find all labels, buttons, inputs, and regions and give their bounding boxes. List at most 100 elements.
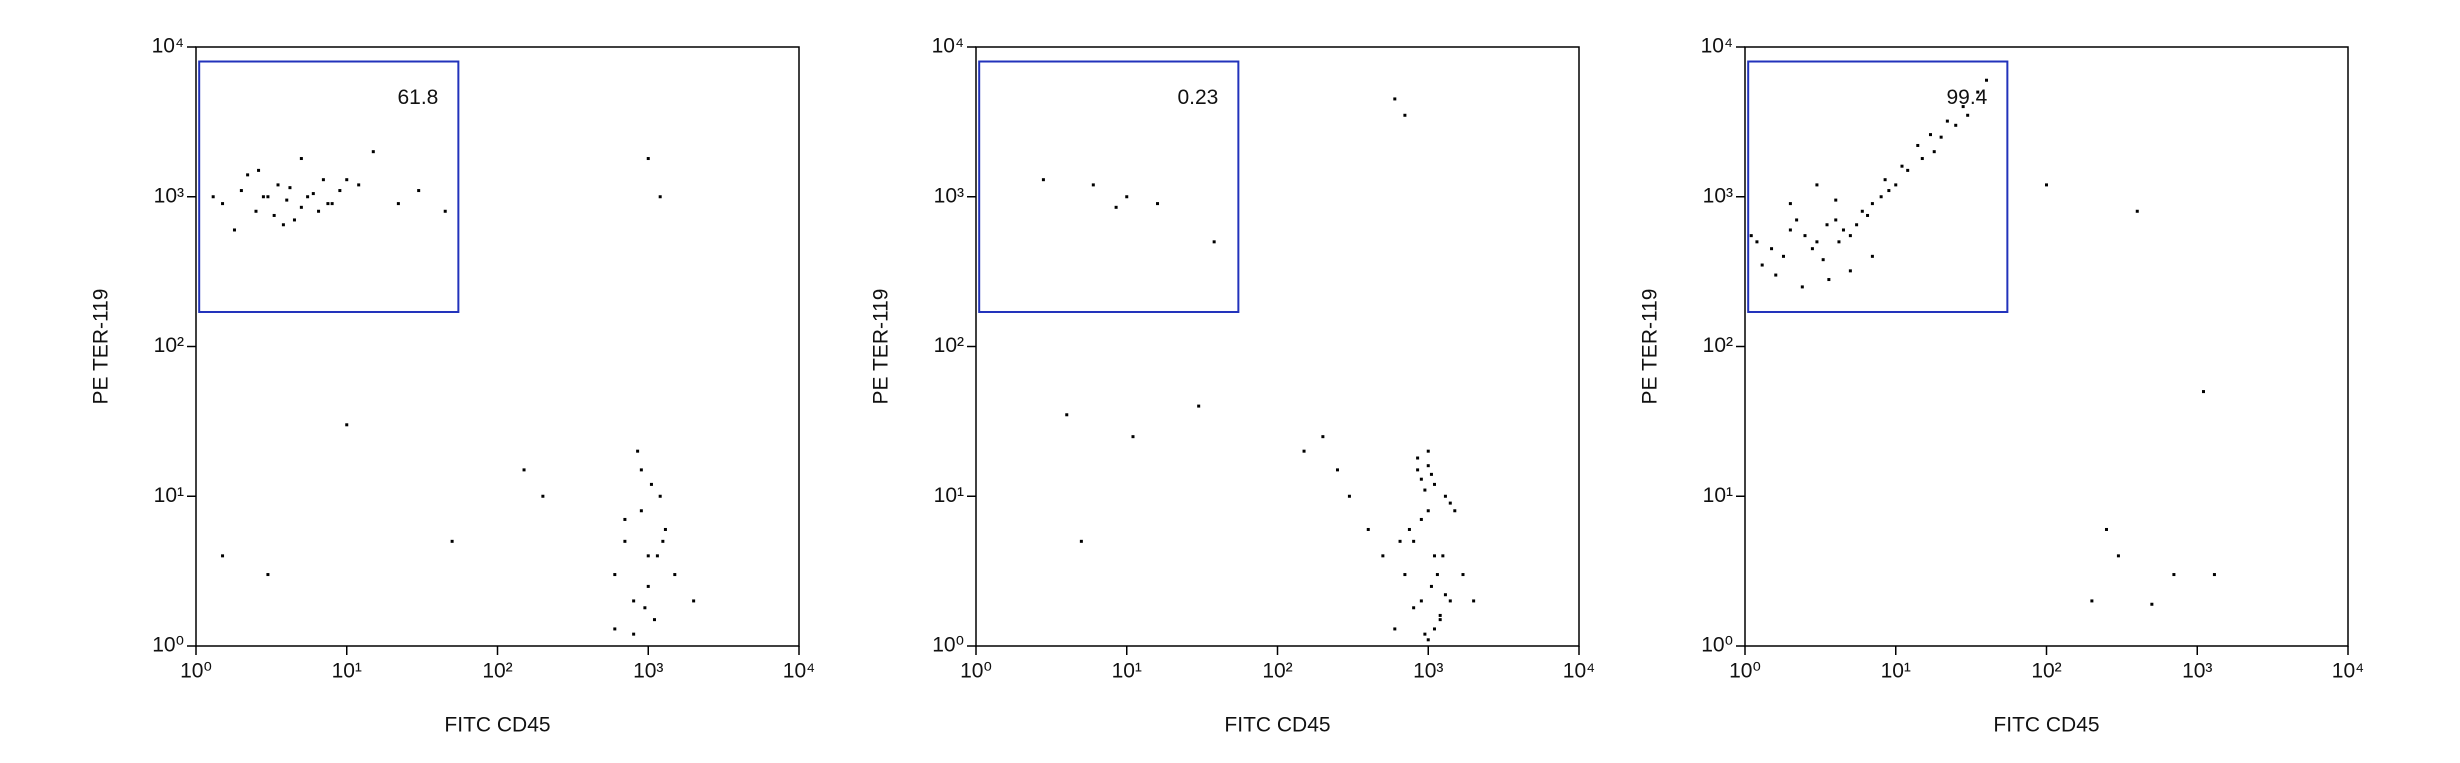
event-dot [288,186,292,190]
event-dot [2104,527,2108,531]
x-tick-label: 10⁴ [783,660,815,683]
event-dot [649,482,653,486]
event-dot [613,573,617,577]
x-tick-label: 10⁴ [2332,660,2364,683]
x-tick-label: 10³ [1413,660,1443,683]
event-dot [1429,472,1433,476]
event-dot [1419,517,1423,521]
event-dot [1302,449,1306,453]
x-tick-label: 10³ [633,660,663,683]
y-tick-label: 10³ [934,184,964,207]
event-dot [1848,269,1852,273]
y-tick-label: 10⁴ [1701,35,1733,58]
event-dot [1423,488,1427,492]
event-dot [1906,168,1910,172]
event-dot [1883,178,1887,182]
x-axis-label: FITC CD45 [1224,714,1330,737]
y-tick-label: 10² [154,334,184,357]
event-dot [1441,554,1445,558]
event-dot [1810,247,1814,251]
event-dot [1821,258,1825,262]
x-tick-label: 10¹ [332,660,362,683]
event-dot [1419,599,1423,603]
event-dot [1795,218,1799,222]
y-tick-label: 10⁴ [932,35,964,58]
event-dot [658,195,662,199]
event-dot [450,539,454,543]
event-dot [1976,90,1980,94]
event-dot [1423,632,1427,636]
event-dot [2135,209,2139,213]
event-dot [1212,240,1216,244]
event-dot [1788,202,1792,206]
event-dot [1834,198,1838,202]
event-dot [1774,273,1778,277]
event-dot [1461,573,1465,577]
event-dot [632,632,636,636]
event-dot [1900,164,1904,168]
event-dot [1438,613,1442,617]
event-dot [1448,599,1452,603]
event-dot [417,189,421,193]
event-dot [522,468,526,472]
event-dot [646,157,650,161]
event-dot [1366,527,1370,531]
event-dot [239,189,243,193]
event-dot [1443,593,1447,597]
y-tick-label: 10¹ [1703,484,1733,507]
event-dot [2045,183,2048,187]
event-dot [2150,602,2154,606]
event-dot [306,195,310,199]
plot-frame [1744,46,2349,647]
event-dot [257,168,261,172]
event-dot [396,202,400,206]
event-dot [1815,240,1819,244]
event-dot [1781,254,1785,258]
event-dot [1920,157,1924,161]
plot-frame [195,46,800,647]
event-dot [1749,234,1753,238]
event-dot [1916,143,1920,147]
event-dot [1393,97,1397,101]
event-dot [357,183,361,187]
y-tick-label: 10³ [1703,184,1733,207]
event-dot [1879,195,1883,199]
event-dot [1448,501,1452,505]
event-dot [1429,584,1433,588]
gate [1747,60,2009,313]
event-dot [1860,209,1864,213]
gate-percent: 99.4 [1946,86,1987,109]
event-dot [1079,539,1083,543]
event-dot [1125,195,1129,199]
event-dot [232,228,236,232]
event-dot [272,213,276,217]
event-dot [276,183,280,187]
x-tick-label: 10¹ [1881,660,1911,683]
event-dot [2212,573,2216,577]
event-dot [1432,482,1436,486]
event-dot [1928,133,1932,137]
event-dot [1803,234,1807,238]
x-axis-label: FITC CD45 [444,714,550,737]
event-dot [1770,247,1774,251]
event-dot [623,539,627,543]
event-dot [1788,228,1792,232]
event-dot [311,192,315,196]
event-dot [1416,468,1420,472]
event-dot [1453,509,1457,513]
event-dot [1426,449,1430,453]
event-dot [221,554,225,558]
event-dot [613,627,617,631]
x-tick-label: 10⁰ [960,660,992,683]
event-dot [1855,223,1859,227]
event-dot [1432,627,1436,631]
event-dot [655,554,659,558]
event-dot [1966,113,1970,117]
y-tick-label: 10⁴ [152,35,184,58]
event-dot [1335,468,1339,472]
event-dot [266,195,270,199]
y-tick-label: 10² [934,334,964,357]
event-dot [661,539,665,543]
event-dot [338,189,342,193]
event-dot [1887,189,1891,193]
